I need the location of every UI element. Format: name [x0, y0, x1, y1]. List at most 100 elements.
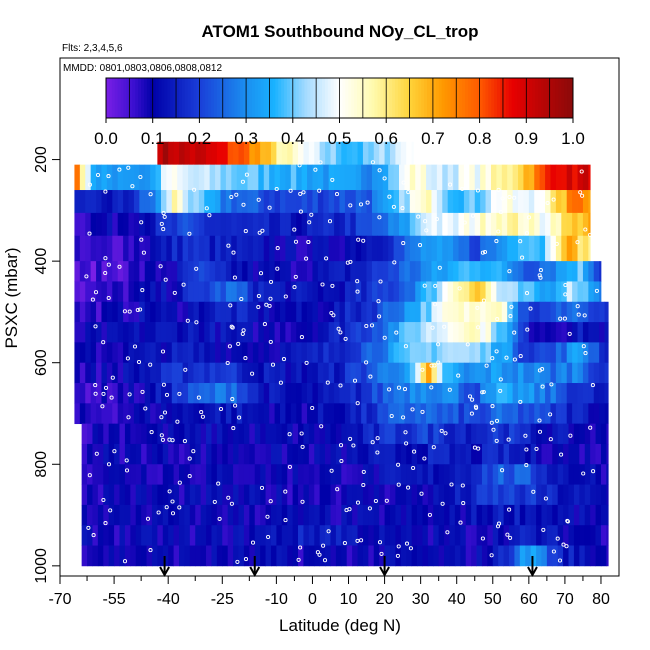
heatmap-cell — [209, 322, 216, 343]
heatmap-cell — [550, 190, 557, 214]
colorbar-swatch — [409, 78, 413, 118]
heatmap-cell — [453, 403, 459, 425]
heatmap-cell — [431, 235, 438, 262]
heatmap-cell — [79, 281, 86, 303]
heatmap-cell — [528, 383, 535, 404]
heatmap-cell — [87, 464, 93, 485]
heatmap-cell — [155, 322, 162, 343]
colorbar-swatch — [523, 78, 527, 118]
heatmap-cell — [393, 362, 400, 384]
heatmap-cell — [436, 403, 443, 425]
heatmap-cell — [319, 545, 326, 567]
heatmap-cell — [97, 464, 104, 485]
heatmap-cell — [179, 443, 185, 465]
heatmap-cell — [177, 322, 184, 343]
sample-marker — [427, 512, 432, 517]
sample-marker — [283, 294, 288, 299]
sample-marker — [481, 298, 486, 303]
sample-marker — [442, 324, 447, 329]
colorbar-swatch — [240, 78, 244, 118]
heatmap-cell — [431, 362, 438, 384]
colorbar-swatch — [321, 78, 326, 118]
heatmap-cell — [557, 423, 564, 445]
heatmap-cell — [133, 190, 140, 214]
sample-marker — [534, 446, 539, 451]
sample-marker — [212, 499, 217, 504]
heatmap-cell — [150, 403, 156, 425]
heatmap-cell — [474, 281, 481, 303]
heatmap-cell — [106, 362, 113, 384]
heatmap-cell — [270, 484, 277, 506]
heatmap-cell — [438, 443, 445, 465]
heatmap-cell — [279, 190, 286, 214]
heatmap-cell — [590, 525, 596, 546]
heatmap-cell — [561, 322, 568, 343]
heatmap-cell — [577, 403, 584, 425]
heatmap-cell — [447, 403, 454, 425]
heatmap-cell — [454, 525, 461, 546]
heatmap-cell — [382, 212, 389, 237]
heatmap-cell — [444, 504, 450, 526]
heatmap-cell — [389, 443, 396, 465]
heatmap-cell — [189, 423, 196, 445]
heatmap-cell — [350, 362, 357, 384]
heatmap-cell — [285, 322, 292, 343]
heatmap-cell — [463, 281, 470, 303]
heatmap-cell — [595, 464, 602, 485]
heatmap-cell — [579, 423, 586, 445]
heatmap-cell — [454, 464, 461, 485]
heatmap-cell — [290, 383, 297, 404]
colorbar-swatch — [216, 78, 221, 118]
heatmap-cell — [465, 423, 472, 445]
heatmap-cell — [285, 301, 292, 323]
heatmap-cell — [103, 504, 110, 526]
heatmap-cell — [263, 190, 270, 214]
flight-arrowhead — [379, 566, 390, 578]
heatmap-cell — [382, 342, 389, 364]
heatmap-cell — [463, 362, 470, 384]
sample-marker — [404, 541, 410, 546]
heatmap-cell — [518, 342, 524, 364]
heatmap-cell — [123, 235, 129, 262]
heatmap-cell — [528, 212, 535, 237]
sample-marker — [342, 541, 347, 546]
colorbar-swatch — [342, 78, 346, 118]
heatmap-cell — [490, 383, 497, 404]
heatmap-cell — [254, 141, 261, 166]
heatmap-cell — [128, 235, 135, 262]
heatmap-cell — [287, 423, 294, 445]
heatmap-cell — [557, 464, 564, 485]
heatmap-cell — [341, 545, 348, 567]
heatmap-cell — [182, 342, 189, 364]
heatmap-cell — [469, 164, 476, 191]
colorbar-tick-label: 0.0 — [94, 129, 118, 148]
heatmap-cell — [371, 235, 378, 262]
heatmap-cell — [415, 190, 422, 214]
colorbar-swatch — [473, 78, 478, 118]
heatmap-cell — [117, 322, 124, 343]
heatmap-cell — [274, 403, 281, 425]
heatmap-cell — [426, 235, 432, 262]
heatmap-cell — [341, 525, 348, 546]
heatmap-cell — [485, 403, 492, 425]
heatmap-cell — [572, 212, 578, 237]
heatmap-cell — [236, 383, 243, 404]
sample-marker — [554, 157, 559, 162]
sample-marker — [138, 307, 143, 312]
heatmap-cell — [409, 281, 416, 303]
sample-marker — [387, 194, 392, 199]
heatmap-cell — [366, 261, 373, 282]
heatmap-cell — [270, 141, 277, 166]
sample-marker — [551, 245, 556, 251]
sample-marker — [472, 445, 477, 450]
heatmap-cell — [290, 235, 297, 262]
colorbar-swatch — [345, 78, 349, 118]
heatmap-cell — [215, 212, 221, 237]
sample-marker — [424, 228, 429, 233]
heatmap-cell — [117, 164, 124, 191]
heatmap-cell — [373, 464, 380, 485]
sample-marker — [548, 412, 553, 417]
heatmap-cell — [469, 322, 476, 343]
heatmap-cell — [361, 261, 367, 282]
heatmap-cell — [133, 281, 140, 303]
